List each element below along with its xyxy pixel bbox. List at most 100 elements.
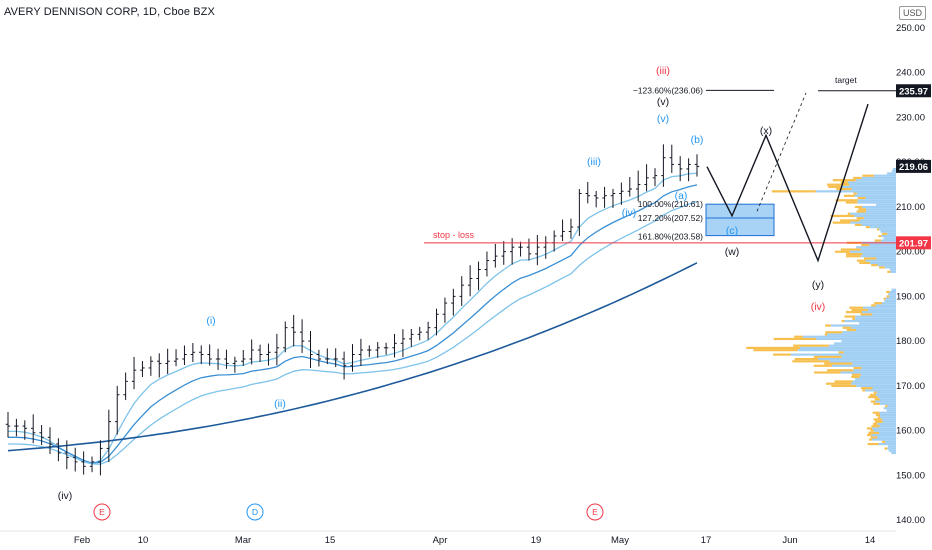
volume-profile-bar xyxy=(875,393,896,396)
volume-profile-bar xyxy=(855,179,896,182)
volume-profile-bar xyxy=(868,438,872,441)
volume-profile-bar xyxy=(871,434,896,437)
volume-profile-bar xyxy=(891,288,896,291)
volume-profile-bar xyxy=(866,427,873,430)
volume-profile-bar xyxy=(852,380,896,383)
ema-slow-line xyxy=(8,200,698,465)
volume-profile-bar xyxy=(834,342,896,345)
volume-profile-bar xyxy=(824,333,828,336)
wave-label: (v) xyxy=(657,96,669,108)
volume-profile-bar xyxy=(885,404,888,408)
volume-profile-bar xyxy=(883,237,896,240)
volume-profile-bar xyxy=(870,436,878,439)
wave-label: (w) xyxy=(725,246,740,258)
volume-profile-bar xyxy=(881,418,896,421)
volume-profile-bar xyxy=(845,255,861,258)
time-tick: 15 xyxy=(325,535,336,546)
volume-profile-bar xyxy=(849,183,896,186)
volume-profile-bar xyxy=(875,304,896,307)
price-tick: 250.00 xyxy=(896,23,925,34)
volume-profile-bar xyxy=(814,371,841,374)
volume-profile-bar xyxy=(887,270,891,273)
volume-profile-bar xyxy=(827,183,850,186)
volume-profile-bar xyxy=(871,304,876,307)
volume-profile-bar xyxy=(860,248,896,251)
volume-profile-bar xyxy=(861,223,896,226)
volume-profile-bar xyxy=(879,425,896,428)
volume-profile-bar xyxy=(862,174,874,177)
volume-profile-bar xyxy=(843,194,855,197)
volume-profile-bar xyxy=(813,364,832,367)
volume-profile-bar xyxy=(861,176,896,180)
volume-profile-bar xyxy=(846,252,863,256)
volume-profile-bar xyxy=(862,389,866,392)
volume-profile-bar xyxy=(875,400,896,403)
volume-profile-bar xyxy=(873,174,896,177)
volume-profile-bar xyxy=(870,429,874,432)
price-tick: 240.00 xyxy=(896,68,925,79)
volume-profile-bar xyxy=(865,196,896,200)
fib-zone-box xyxy=(705,203,775,237)
volume-profile-bar xyxy=(872,387,896,390)
volume-profile-bar xyxy=(840,371,896,374)
wave-label: (a) xyxy=(675,190,688,202)
volume-profile-bar xyxy=(889,290,896,294)
volume-profile-bar xyxy=(841,319,845,323)
volume-profile-bar xyxy=(874,239,882,242)
volume-profile-bar xyxy=(879,228,896,231)
volume-profile-bar xyxy=(886,290,890,294)
time-tick: 10 xyxy=(138,535,149,546)
volume-profile-bar xyxy=(862,205,896,209)
currency-badge[interactable]: USD xyxy=(898,6,926,20)
volume-profile-bar xyxy=(832,221,851,224)
price-badge-label: 201.97 xyxy=(899,238,928,249)
wave-label: (b) xyxy=(691,134,704,146)
ema-mid-line xyxy=(8,184,698,464)
volume-profile-bar xyxy=(888,293,896,296)
volume-profile-bar xyxy=(845,201,858,204)
time-tick: Apr xyxy=(433,535,448,546)
volume-profile-bar xyxy=(869,243,896,247)
moving-averages xyxy=(7,172,698,465)
volume-profile-bar xyxy=(868,308,896,311)
volume-profile-bar xyxy=(859,219,896,222)
volume-profile-bar xyxy=(853,176,862,180)
volume-profile-bar xyxy=(878,234,882,238)
sma-long-line xyxy=(7,262,698,452)
volume-profile-bar xyxy=(875,203,896,206)
volume-profile-bar xyxy=(874,302,883,305)
volume-profile-bar xyxy=(771,190,816,193)
volume-profile-bar xyxy=(827,333,896,336)
volume-profile-bar xyxy=(799,346,896,349)
volume-profile-bar xyxy=(856,246,896,249)
volume-profile-bar xyxy=(829,360,896,363)
volume-profile-bar xyxy=(882,440,886,443)
volume-profile-bar xyxy=(855,328,896,332)
volume-profile-bar xyxy=(866,208,896,211)
volume-profile-bar xyxy=(874,420,883,423)
volume-profile-bar xyxy=(865,210,896,213)
volume-profile-bar xyxy=(873,402,880,405)
time-tick: Jun xyxy=(782,535,797,546)
wave-label: (ii) xyxy=(274,398,286,410)
volume-profile-bar xyxy=(790,353,896,356)
volume-profile-bar xyxy=(886,409,896,412)
volume-profile-bar xyxy=(842,326,852,329)
volume-profile-bar xyxy=(876,391,896,394)
price-tick: 230.00 xyxy=(896,112,925,123)
volume-profile-bar xyxy=(854,214,896,218)
volume-profile-bar xyxy=(858,208,867,211)
volume-profile-bar xyxy=(840,185,896,188)
wave-projection-line xyxy=(706,103,869,263)
volume-profile-bar xyxy=(856,192,896,195)
volume-profile-bar xyxy=(870,400,876,403)
price-tick: 170.00 xyxy=(896,381,925,392)
volume-profile-bar xyxy=(865,259,896,262)
volume-profile-bar xyxy=(844,319,896,323)
volume-profile-bar xyxy=(892,167,896,171)
volume-profile-bar xyxy=(879,398,896,401)
price-tick: 180.00 xyxy=(896,336,925,347)
volume-profile-bar xyxy=(815,190,896,193)
price-badge xyxy=(896,236,931,250)
